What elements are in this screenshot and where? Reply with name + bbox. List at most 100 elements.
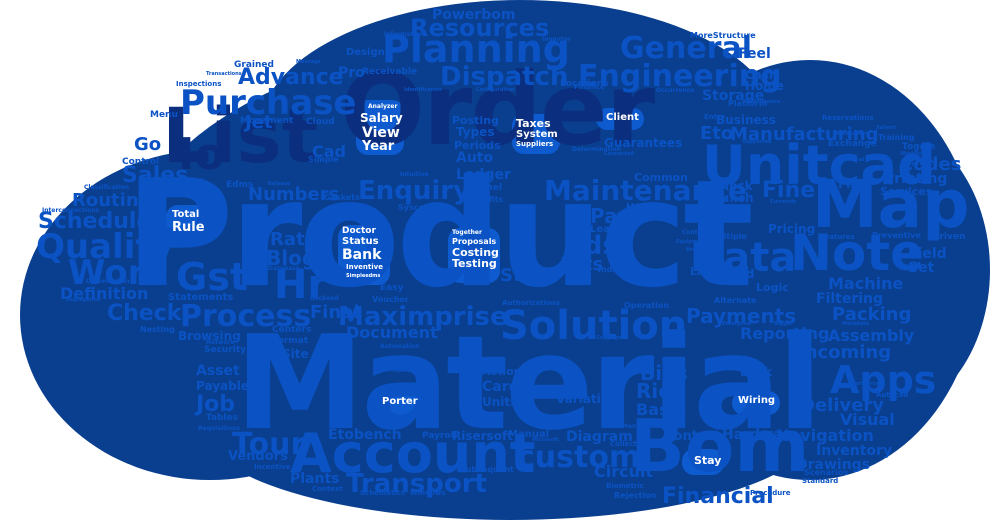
word-common: Common — [634, 171, 688, 184]
word-operation: Operation — [624, 301, 670, 310]
word-pay: Pay — [590, 204, 631, 228]
word-windows: Windows — [410, 489, 446, 497]
word-blog: Blog — [266, 246, 317, 270]
word-labels: Labels — [690, 265, 731, 278]
word-automation: Automation — [380, 343, 420, 350]
cloud-shape-bottom — [200, 330, 820, 520]
word-here: Here — [626, 202, 653, 213]
badge-salary — [356, 100, 404, 155]
word-interconnections: Interconnections — [42, 207, 100, 214]
word-cloud: Cloud — [306, 117, 335, 127]
word-salary: Salary — [360, 111, 403, 125]
word-enterprise: Enterprise — [722, 321, 752, 327]
word-inventor: Inventor — [542, 36, 571, 43]
word-bills: Bills — [640, 361, 688, 385]
word-management: Management — [622, 423, 667, 430]
word-posting: Posting — [452, 114, 499, 127]
word-preventive: Preventive — [872, 231, 921, 240]
word-sales: Sales — [122, 163, 189, 188]
word-procedure: Procedure — [750, 489, 791, 497]
word-bank: Bank — [342, 247, 382, 263]
word-multiple: Multiple — [710, 232, 747, 241]
word-rule: Rule — [172, 220, 205, 235]
word-circuit: Circuit — [594, 462, 654, 481]
word-message: Message — [296, 59, 321, 65]
word-dispatch: Dispatch — [440, 62, 569, 92]
word-requisitions: Requisitions — [198, 425, 240, 432]
word-punch: Punch — [712, 191, 754, 205]
word-auto: Auto — [456, 150, 494, 166]
word-training: Training — [878, 133, 915, 142]
word-account: Account — [290, 422, 536, 485]
word-rich: Rich — [636, 379, 685, 403]
word-status: Status — [342, 236, 379, 247]
word-field: Field — [908, 246, 947, 262]
word-suppliers: Suppliers — [516, 140, 554, 148]
word-network: Network — [206, 339, 235, 346]
word-toggle: Toggle — [902, 142, 936, 152]
word-determination: Determination — [572, 146, 621, 153]
word-definition: Definition — [60, 284, 149, 303]
word-edms: Edms — [226, 180, 254, 190]
word-unitcad: Unitcad — [702, 134, 936, 197]
word-powerbom: Powerbom — [432, 7, 516, 23]
word-morestructure: MoreStructure — [690, 31, 756, 40]
word-contact: Contact — [664, 429, 721, 444]
word-units: Units — [482, 395, 518, 409]
word-technologies: Technologies — [160, 177, 204, 184]
word-leaves: Leaves — [590, 224, 630, 235]
word-note: Note — [790, 224, 925, 282]
word-supported: Supported — [742, 139, 772, 145]
word-costing: Costing — [452, 246, 499, 259]
word-business: Business — [716, 113, 776, 127]
word-reservations: Reservations — [822, 114, 874, 122]
word-menu: Menu — [150, 110, 178, 120]
word-planning: Planning — [382, 27, 570, 71]
word-solution: Solution — [500, 303, 688, 349]
word-incoming: Incoming — [798, 342, 892, 363]
word-types: Types — [456, 125, 495, 139]
word-context: Context — [312, 485, 343, 493]
word-check: Check — [107, 301, 182, 326]
word-security: Security — [204, 345, 247, 355]
word-variation: Variation — [556, 392, 618, 406]
word-content: Content — [682, 229, 709, 236]
word-eto: Eto — [700, 123, 734, 144]
word-printing: Printing — [884, 171, 948, 187]
word-site: Site — [282, 347, 309, 361]
word-taking: Taking — [392, 365, 422, 374]
word-centers: Centers — [272, 325, 312, 335]
word-intuitive: Intuitive — [400, 171, 429, 178]
word-gaskets: Gaskets — [324, 193, 360, 202]
word-document: Document — [346, 323, 438, 342]
word-custom: custom — [517, 440, 641, 475]
word-platform: Platform — [728, 99, 768, 108]
word-storage: Storage — [702, 88, 765, 104]
word-advance: Advance — [238, 65, 344, 90]
word-backend: Backend — [310, 295, 339, 302]
word-payable: Payable — [196, 379, 249, 393]
word-database: Database — [268, 265, 300, 272]
word-configuration: Configuration — [476, 87, 515, 93]
word-occurrence: Occurrence — [656, 87, 695, 94]
word-benefits: Benefits — [466, 195, 504, 204]
word-release: Release — [268, 181, 291, 187]
word-movement: Movement — [240, 116, 294, 126]
word-payroll: Payroll — [422, 431, 457, 441]
word-locations: Locations — [560, 79, 609, 89]
word-general: General — [620, 31, 752, 66]
word-year: Year — [362, 139, 395, 154]
word-authorizations: Authorizations — [502, 299, 560, 307]
badge-client — [596, 108, 644, 130]
word-add: Add — [728, 267, 755, 281]
word-easy: Easy — [380, 283, 404, 293]
word-proposals: Proposals — [452, 237, 497, 246]
word-control: Control — [122, 157, 160, 167]
word-product: Product — [125, 148, 754, 320]
word-total: Total — [172, 209, 200, 220]
word-transactions: Transactions — [206, 71, 242, 77]
word-delivery: Delivery — [800, 395, 885, 416]
word-tables: Tables — [206, 413, 239, 423]
word-subsequent: Subsequent — [460, 465, 514, 474]
word-project: Project — [902, 161, 923, 167]
